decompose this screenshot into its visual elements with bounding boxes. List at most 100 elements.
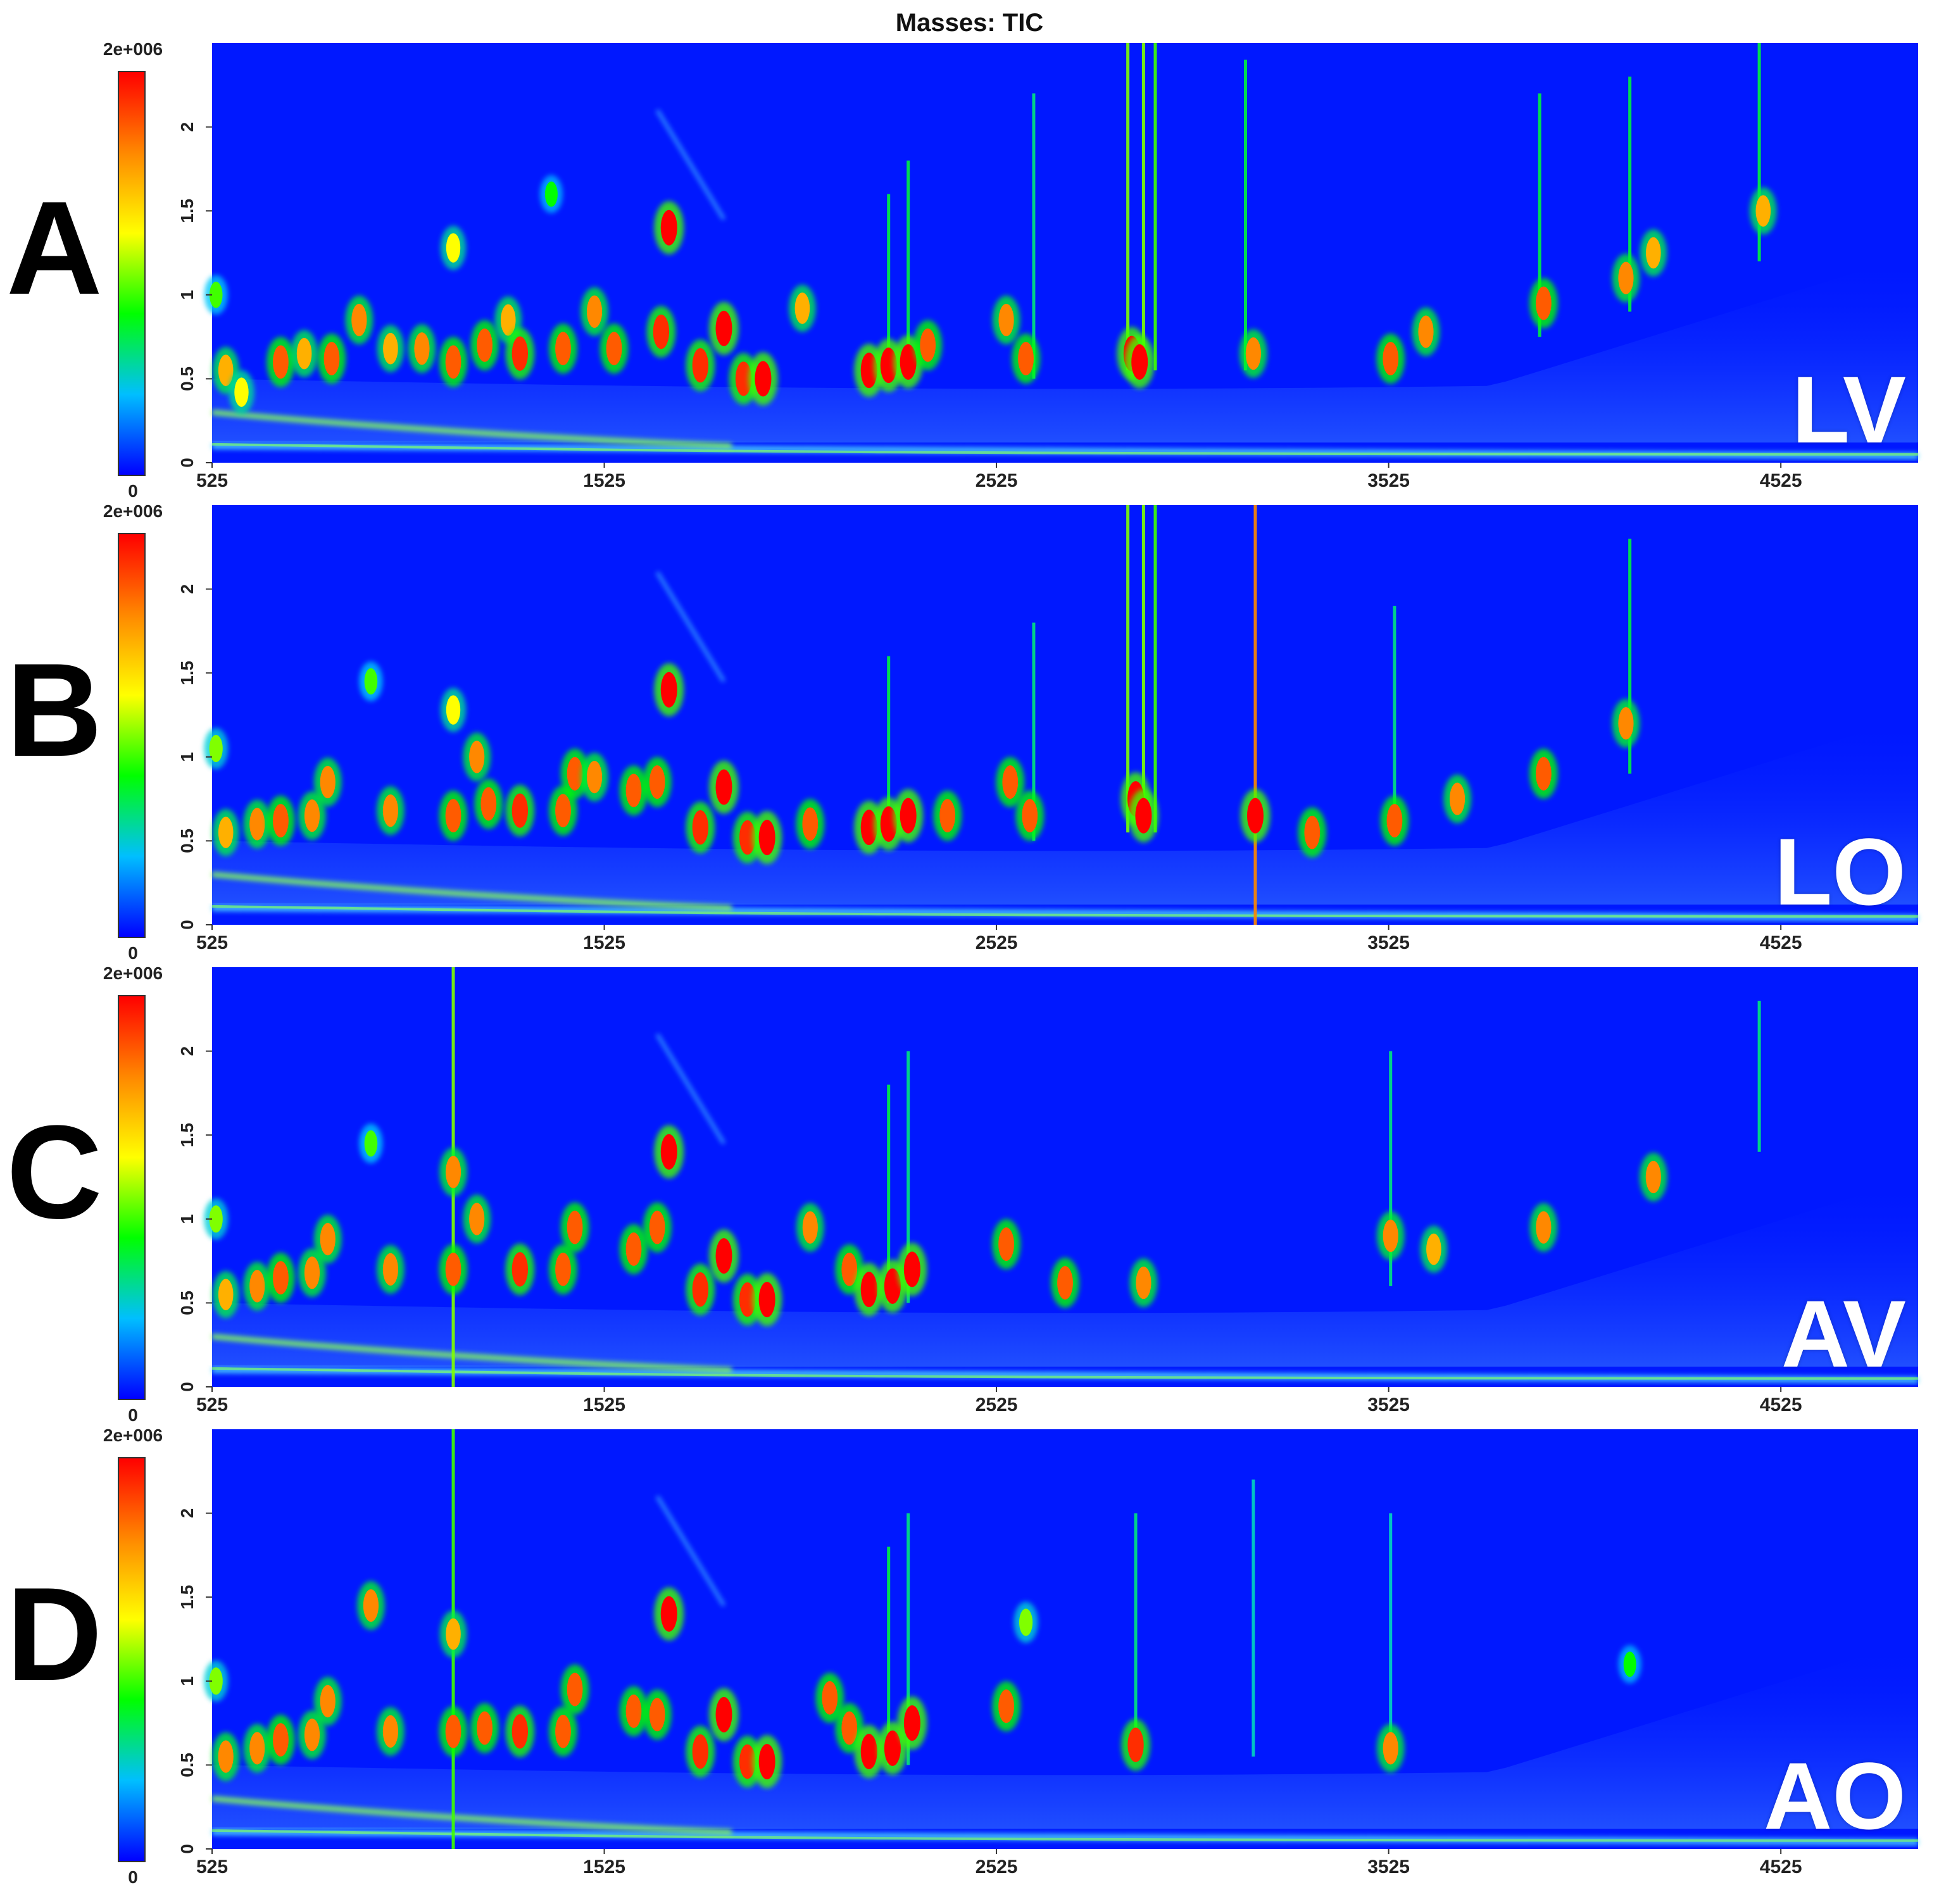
x-tick-label: 1525	[583, 470, 625, 489]
peak-mark	[660, 1596, 677, 1632]
peak-mark	[802, 807, 819, 841]
peak-mark	[511, 793, 529, 828]
peak-mark	[939, 799, 956, 833]
x-tick-label: 3525	[1367, 932, 1410, 951]
peak-mark	[218, 1279, 234, 1310]
peak-mark	[1618, 261, 1634, 294]
peak-mark	[822, 1681, 838, 1715]
x-tick-label: 525	[196, 1394, 228, 1413]
peak-mark	[209, 282, 223, 308]
baseline-band	[211, 409, 732, 449]
peak-mark	[739, 820, 756, 855]
peak-mark	[860, 1272, 877, 1308]
peak-mark	[382, 1253, 398, 1286]
peak-mark	[1383, 1219, 1398, 1252]
sample-label: AV	[1781, 1281, 1906, 1387]
x-tick-label: 4525	[1760, 1394, 1802, 1413]
peak-mark	[218, 1740, 234, 1773]
peak-mark	[304, 799, 320, 832]
peak-mark	[477, 328, 493, 362]
panel-letter: B	[6, 636, 103, 784]
peak-mark	[758, 1282, 775, 1318]
x-tick-label: 4525	[1760, 470, 1802, 489]
x-tick-label: 2525	[976, 932, 1018, 951]
peak-mark	[900, 344, 917, 380]
panel-letter: C	[6, 1098, 103, 1246]
colorbar	[118, 71, 146, 476]
peak-mark	[1057, 1266, 1073, 1300]
x-tick-label: 3525	[1367, 1857, 1410, 1875]
y-tick-label: 1.5	[177, 199, 197, 223]
peak-mark	[715, 1696, 732, 1732]
peak-mark	[1246, 798, 1264, 834]
baseline-band	[211, 1333, 732, 1373]
peak-mark	[351, 303, 367, 337]
artifact-streak	[655, 109, 726, 221]
figure-title: Masses: TIC	[895, 9, 1044, 37]
peak-mark	[1645, 1160, 1661, 1194]
peak-mark	[555, 332, 571, 366]
baseline-band	[211, 1795, 732, 1835]
chart-panel-c: C 2e+006 0 0 0.5 1 1.5 2 525 1525 2525 3525 4525 AV	[0, 957, 1939, 1425]
peak-mark	[446, 233, 461, 263]
peak-mark	[511, 336, 529, 371]
peak-mark	[1002, 765, 1019, 799]
peak-mark	[320, 765, 336, 799]
colorbar	[118, 1457, 146, 1862]
baseline-band	[211, 1367, 1919, 1380]
sample-label: LO	[1774, 818, 1906, 925]
artifact-streak	[655, 1495, 726, 1607]
x-tick-label: 4525	[1760, 1857, 1802, 1875]
x-tick-label: 3525	[1367, 470, 1410, 489]
x-tick-label: 2525	[976, 470, 1018, 489]
background-band	[212, 1639, 1918, 1829]
peak-mark	[209, 734, 223, 763]
colorbar	[118, 533, 146, 938]
background-band	[212, 715, 1918, 905]
chart-panel-d: D 2e+006 0 0 0.5 1 1.5 2 525 1525 2525 3525 4525 AO	[0, 1419, 1939, 1887]
peak-mark	[218, 817, 234, 848]
peak-mark	[249, 808, 265, 841]
baseline-band	[211, 871, 732, 911]
x-tick-label: 1525	[583, 1394, 625, 1413]
peak-mark	[320, 1685, 336, 1718]
peak-mark	[998, 1227, 1014, 1261]
peak-mark	[364, 668, 378, 695]
peak-mark	[320, 1223, 336, 1256]
peak-mark	[273, 1261, 289, 1295]
peak-mark	[860, 1734, 877, 1770]
peak-mark	[469, 741, 485, 774]
peak-mark	[445, 1714, 461, 1748]
peak-mark	[1131, 344, 1148, 380]
peak-mark	[884, 1268, 901, 1304]
peak-mark	[1536, 1211, 1552, 1244]
colorbar-max-label: 2e+006	[103, 39, 163, 59]
colorbar-min-label: 0	[128, 1867, 138, 1887]
x-tick-label: 1525	[583, 932, 625, 951]
x-tick-label: 3525	[1367, 1394, 1410, 1413]
y-tick-label: 2	[177, 1046, 197, 1056]
peak-mark	[692, 1272, 709, 1307]
peak-mark	[218, 354, 234, 386]
peak-mark	[758, 820, 775, 856]
peak-mark	[1386, 804, 1403, 837]
peak-mark	[653, 314, 670, 349]
peak-mark	[382, 1715, 398, 1748]
peak-mark	[1535, 756, 1552, 791]
peak-mark	[567, 756, 583, 791]
peak-mark	[304, 1719, 320, 1751]
peak-mark	[1383, 1732, 1398, 1765]
peak-mark	[323, 342, 340, 375]
peak-mark	[841, 1711, 858, 1745]
y-tick-label: 1	[177, 1214, 197, 1224]
peak-mark	[1426, 1233, 1441, 1265]
baseline-band	[211, 905, 1919, 918]
peak-mark	[649, 765, 665, 799]
peak-mark	[880, 348, 897, 384]
peak-mark	[1245, 337, 1261, 370]
x-tick-label: 2525	[976, 1857, 1018, 1875]
peak-mark	[1623, 1651, 1636, 1677]
peak-mark	[649, 1698, 665, 1732]
peak-mark	[625, 774, 642, 808]
